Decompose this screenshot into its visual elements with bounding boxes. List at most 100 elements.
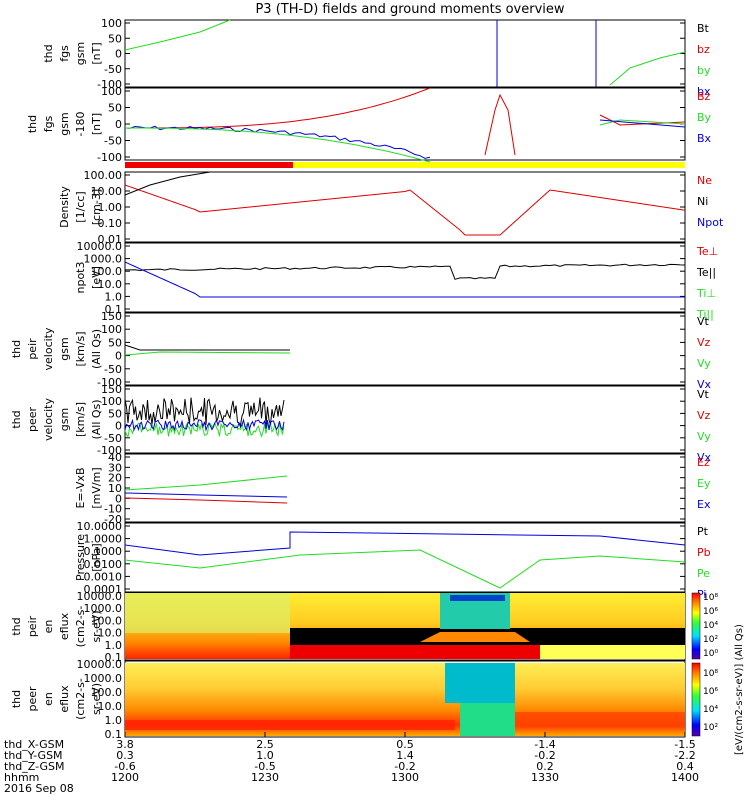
x-tick-label: 1300 [391, 771, 419, 784]
x-tick-label: -1.4 [534, 738, 555, 751]
legend-entry: by [697, 64, 711, 77]
y-tick-label: 50 [108, 32, 122, 45]
y-tick-label: -100 [97, 376, 122, 389]
y-axis-label: Pressure [74, 534, 87, 581]
y-axis-label: gsm [74, 42, 87, 65]
y-axis-label: [nPa] [90, 543, 103, 571]
vy-trace [124, 421, 285, 438]
y-axis-label: (All Qs) [90, 329, 103, 369]
y-tick-label: 100.0 [91, 265, 123, 278]
legend-entry: By [697, 111, 712, 124]
x-tick-label: 1330 [531, 771, 559, 784]
y-tick-label: -20 [104, 513, 122, 526]
y-axis-label: fgs [58, 45, 71, 62]
y-tick-label: -50 [104, 432, 122, 445]
y-tick-label: 20 [108, 472, 122, 485]
y-tick-label: 0.01 [98, 233, 123, 246]
y-tick-label: 0.10 [98, 217, 123, 230]
colorbar-tick: 10² [703, 723, 718, 733]
legend-entry: Ti⊥ [696, 287, 716, 300]
y-axis-label: [1/cc] [74, 191, 87, 222]
y-axis-label: [eV] [90, 266, 103, 289]
colorbar-tick: 10⁴ [703, 705, 718, 715]
y-axis-label: [km/s] [74, 331, 87, 366]
legend-entry: Bx [697, 132, 712, 145]
x-tick-label: -1.5 [674, 738, 695, 751]
panel-frame [124, 453, 686, 523]
legend-entry: Npot [697, 216, 724, 229]
y-tick-label: 10.0000 [77, 520, 123, 533]
ez-trace [124, 497, 288, 504]
y-tick-label: 10.0 [98, 278, 123, 291]
panel-3: 100.00 10.00 1.00 0.10 0.01 Density [1/cc] [cm-… [58, 169, 724, 246]
legend-entry: Ez [697, 456, 710, 469]
y-tick-label: 50 [108, 102, 122, 115]
y-axis-label: (cm2-s- [74, 606, 87, 648]
by-trace [124, 19, 231, 51]
y-tick-label: 1.0 [105, 714, 123, 727]
legend-entry: Pi [697, 588, 706, 601]
y-tick-label: 1.0 [105, 639, 123, 652]
y-tick-label: 10000.0 [77, 590, 123, 603]
y-tick-label: 100.00 [84, 169, 123, 182]
x-tick-label: 0.3 [116, 749, 134, 762]
colorbar-tick: 10⁸ [703, 593, 718, 603]
legend-entry: Vt [697, 388, 710, 401]
y-axis-label: peir [26, 615, 39, 637]
y-tick-label: -100 [97, 151, 122, 164]
y-axis-label: en [42, 620, 55, 634]
y-axis-label: (All Qs) [90, 399, 103, 439]
y-axis-label: peer [26, 686, 39, 712]
y-tick-label: 50 [108, 336, 122, 349]
legend-entry: Pb [697, 546, 711, 559]
vx-trace [124, 418, 285, 432]
x-tick-label: 2.5 [256, 738, 274, 751]
legend-entry: Bt [697, 22, 710, 35]
y-tick-label: 0 [115, 420, 122, 433]
figure-title: P3 (TH-D) fields and ground moments over… [255, 2, 564, 17]
mode-bar-red [125, 162, 293, 168]
legend-entry: Vy [697, 430, 711, 443]
vt-trace [124, 344, 290, 351]
by-trace [609, 51, 686, 86]
y-tick-label: 0 [115, 492, 122, 505]
x-tick-label: 1.4 [396, 749, 414, 762]
pe-trace [124, 549, 686, 589]
y-axis-label: npot3 [74, 262, 87, 294]
legend-entry: Ti|| [696, 308, 714, 321]
x-tick-label: -0.2 [394, 760, 415, 773]
x-tick-label: 3.8 [116, 738, 134, 751]
legend-entry: bz [697, 43, 710, 56]
y-axis-label: velocity [42, 398, 55, 441]
ne-trace [124, 184, 686, 236]
x-tick-label: 0.4 [676, 760, 694, 773]
legend-entry: Vy [697, 357, 711, 370]
tell-trace [125, 263, 686, 280]
y-axis-label: en [42, 692, 55, 706]
bz-trace [484, 93, 516, 156]
colorbars: [eV/(cm2-s-sr-eV)] (All Qs) 10⁸ 10⁶ 10⁴ 10²… [691, 592, 745, 755]
ti-trace [124, 261, 685, 298]
y-tick-label: 10.0 [98, 700, 123, 713]
x-tick-label: 1230 [251, 771, 279, 784]
y-axis-label: E=-VxB [74, 467, 87, 508]
y-axis-label: eflux [58, 685, 71, 713]
x-tick-label: 1200 [111, 771, 139, 784]
y-tick-label: 0.1000 [84, 545, 123, 558]
y-tick-label: -100 [97, 444, 122, 457]
x-tick-label: 0.5 [396, 738, 414, 751]
y-tick-label: 0 [115, 118, 122, 131]
y-tick-label: 10000.0 [77, 658, 123, 671]
y-axis-label: [cm-3] [90, 189, 103, 225]
y-tick-label: 40 [108, 451, 122, 464]
y-tick-label: 100 [101, 17, 122, 30]
y-tick-label: 30 [108, 461, 122, 474]
mode-bar-yellow [293, 162, 685, 168]
legend-entry: Ex [697, 498, 711, 511]
y-tick-label: 0.1 [105, 303, 123, 316]
